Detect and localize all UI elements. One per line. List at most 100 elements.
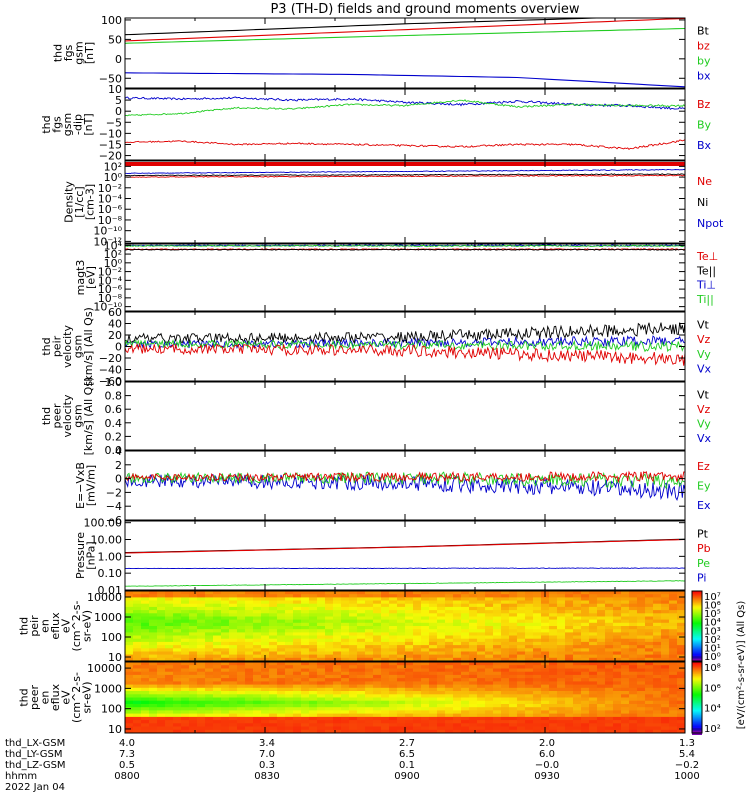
heatmap-cell [421,700,430,705]
heatmap-cell [461,616,470,621]
heatmap-cell [349,638,358,643]
heatmap-cell [221,591,230,595]
heatmap-cell [237,671,246,676]
heatmap-cell [221,632,230,637]
heatmap-cell [437,594,446,598]
heatmap-cell [189,629,198,633]
heatmap-cell [221,654,230,659]
heatmap-cell [317,591,326,595]
heatmap-cell [621,687,630,692]
heatmap-cell [573,671,582,676]
heatmap-cell [477,632,486,637]
heatmap-cell [661,600,670,605]
heatmap-cell [517,657,526,661]
heatmap-cell [637,713,646,718]
heatmap-cell [325,681,334,686]
heatmap-cell [325,720,334,724]
heatmap-cell [533,704,542,708]
heatmap-cell [621,671,630,676]
heatmap-cell [237,674,246,679]
heatmap-cell [517,700,526,705]
heatmap-cell [357,723,366,728]
heatmap-cell [357,694,366,699]
heatmap-cell [677,710,685,715]
heatmap-cell [653,654,662,659]
xaxis-row-name-lz: thd_LZ-GSM [5,760,66,771]
heatmap-cell [253,687,262,692]
heatmap-cell [533,710,542,715]
heatmap-cell [317,681,326,686]
heatmap-cell [413,619,422,624]
heatmap-cell [677,681,685,686]
heatmap-cell [541,704,550,708]
colorbar-segment [692,613,702,616]
heatmap-cell [293,638,302,643]
heatmap-cell [445,657,454,661]
heatmap-cell [597,697,606,702]
heatmap-cell [653,626,662,630]
heatmap-cell [573,616,582,621]
heatmap-cell [173,616,182,621]
heatmap-cell [533,684,542,689]
colorbar-tick-label: 10⁴ [704,704,721,715]
heatmap-cell [653,729,662,733]
heatmap-cell [581,720,590,724]
heatmap-cell [461,729,470,733]
heatmap-cell [677,700,685,705]
heatmap-cell [261,704,270,708]
heatmap-cell [205,591,214,595]
legend-entry: By [697,119,712,132]
heatmap-cell [365,707,374,711]
colorbar-segment [692,733,702,735]
heatmap-cell [453,704,462,708]
heatmap-cell [149,632,158,637]
y-axis-label: E=−VxB[mV/m] [74,462,98,509]
heatmap-cell [533,619,542,624]
heatmap-cell [413,645,422,649]
heatmap-cell [365,665,374,669]
heatmap-cell [549,610,558,614]
heatmap-cell [517,691,526,695]
heatmap-cell [549,638,558,643]
heatmap-cell [165,716,174,721]
heatmap-cell [437,671,446,676]
heatmap-cell [373,681,382,686]
heatmap-cell [149,691,158,695]
heatmap-cell [293,668,302,673]
heatmap-cell [565,684,574,689]
heatmap-cell [605,716,614,721]
legend-entry: Ti|| [696,293,714,306]
heatmap-cell [445,681,454,686]
heatmap-cell [301,691,310,695]
heatmap-cell [413,657,422,661]
heatmap-cell [149,619,158,624]
heatmap-cell [301,684,310,689]
heatmap-cell [181,700,190,705]
heatmap-cell [325,665,334,669]
colorbar-segment [692,682,702,685]
heatmap-cell [477,597,486,602]
y-tick-label: 2 [115,459,122,472]
heatmap-cell [221,629,230,633]
heatmap-cell [365,697,374,702]
heatmap-cell [349,684,358,689]
heatmap-cell [485,723,494,728]
heatmap-cell [301,603,310,608]
heatmap-cell [445,591,454,595]
heatmap-cell [285,632,294,637]
heatmap-cell [517,684,526,689]
heatmap-cell [629,665,638,669]
heatmap-cell [301,723,310,728]
heatmap-cell [341,657,350,661]
heatmap-cell [261,635,270,640]
heatmap-cell [309,591,318,595]
heatmap-cell [653,594,662,598]
heatmap-cell [189,700,198,705]
heatmap-cell [405,681,414,686]
heatmap-cell [269,720,278,724]
heatmap-cell [597,662,606,666]
heatmap-cell [173,635,182,640]
heatmap-cell [485,687,494,692]
heatmap-cell [429,635,438,640]
heatmap-cell [381,720,390,724]
